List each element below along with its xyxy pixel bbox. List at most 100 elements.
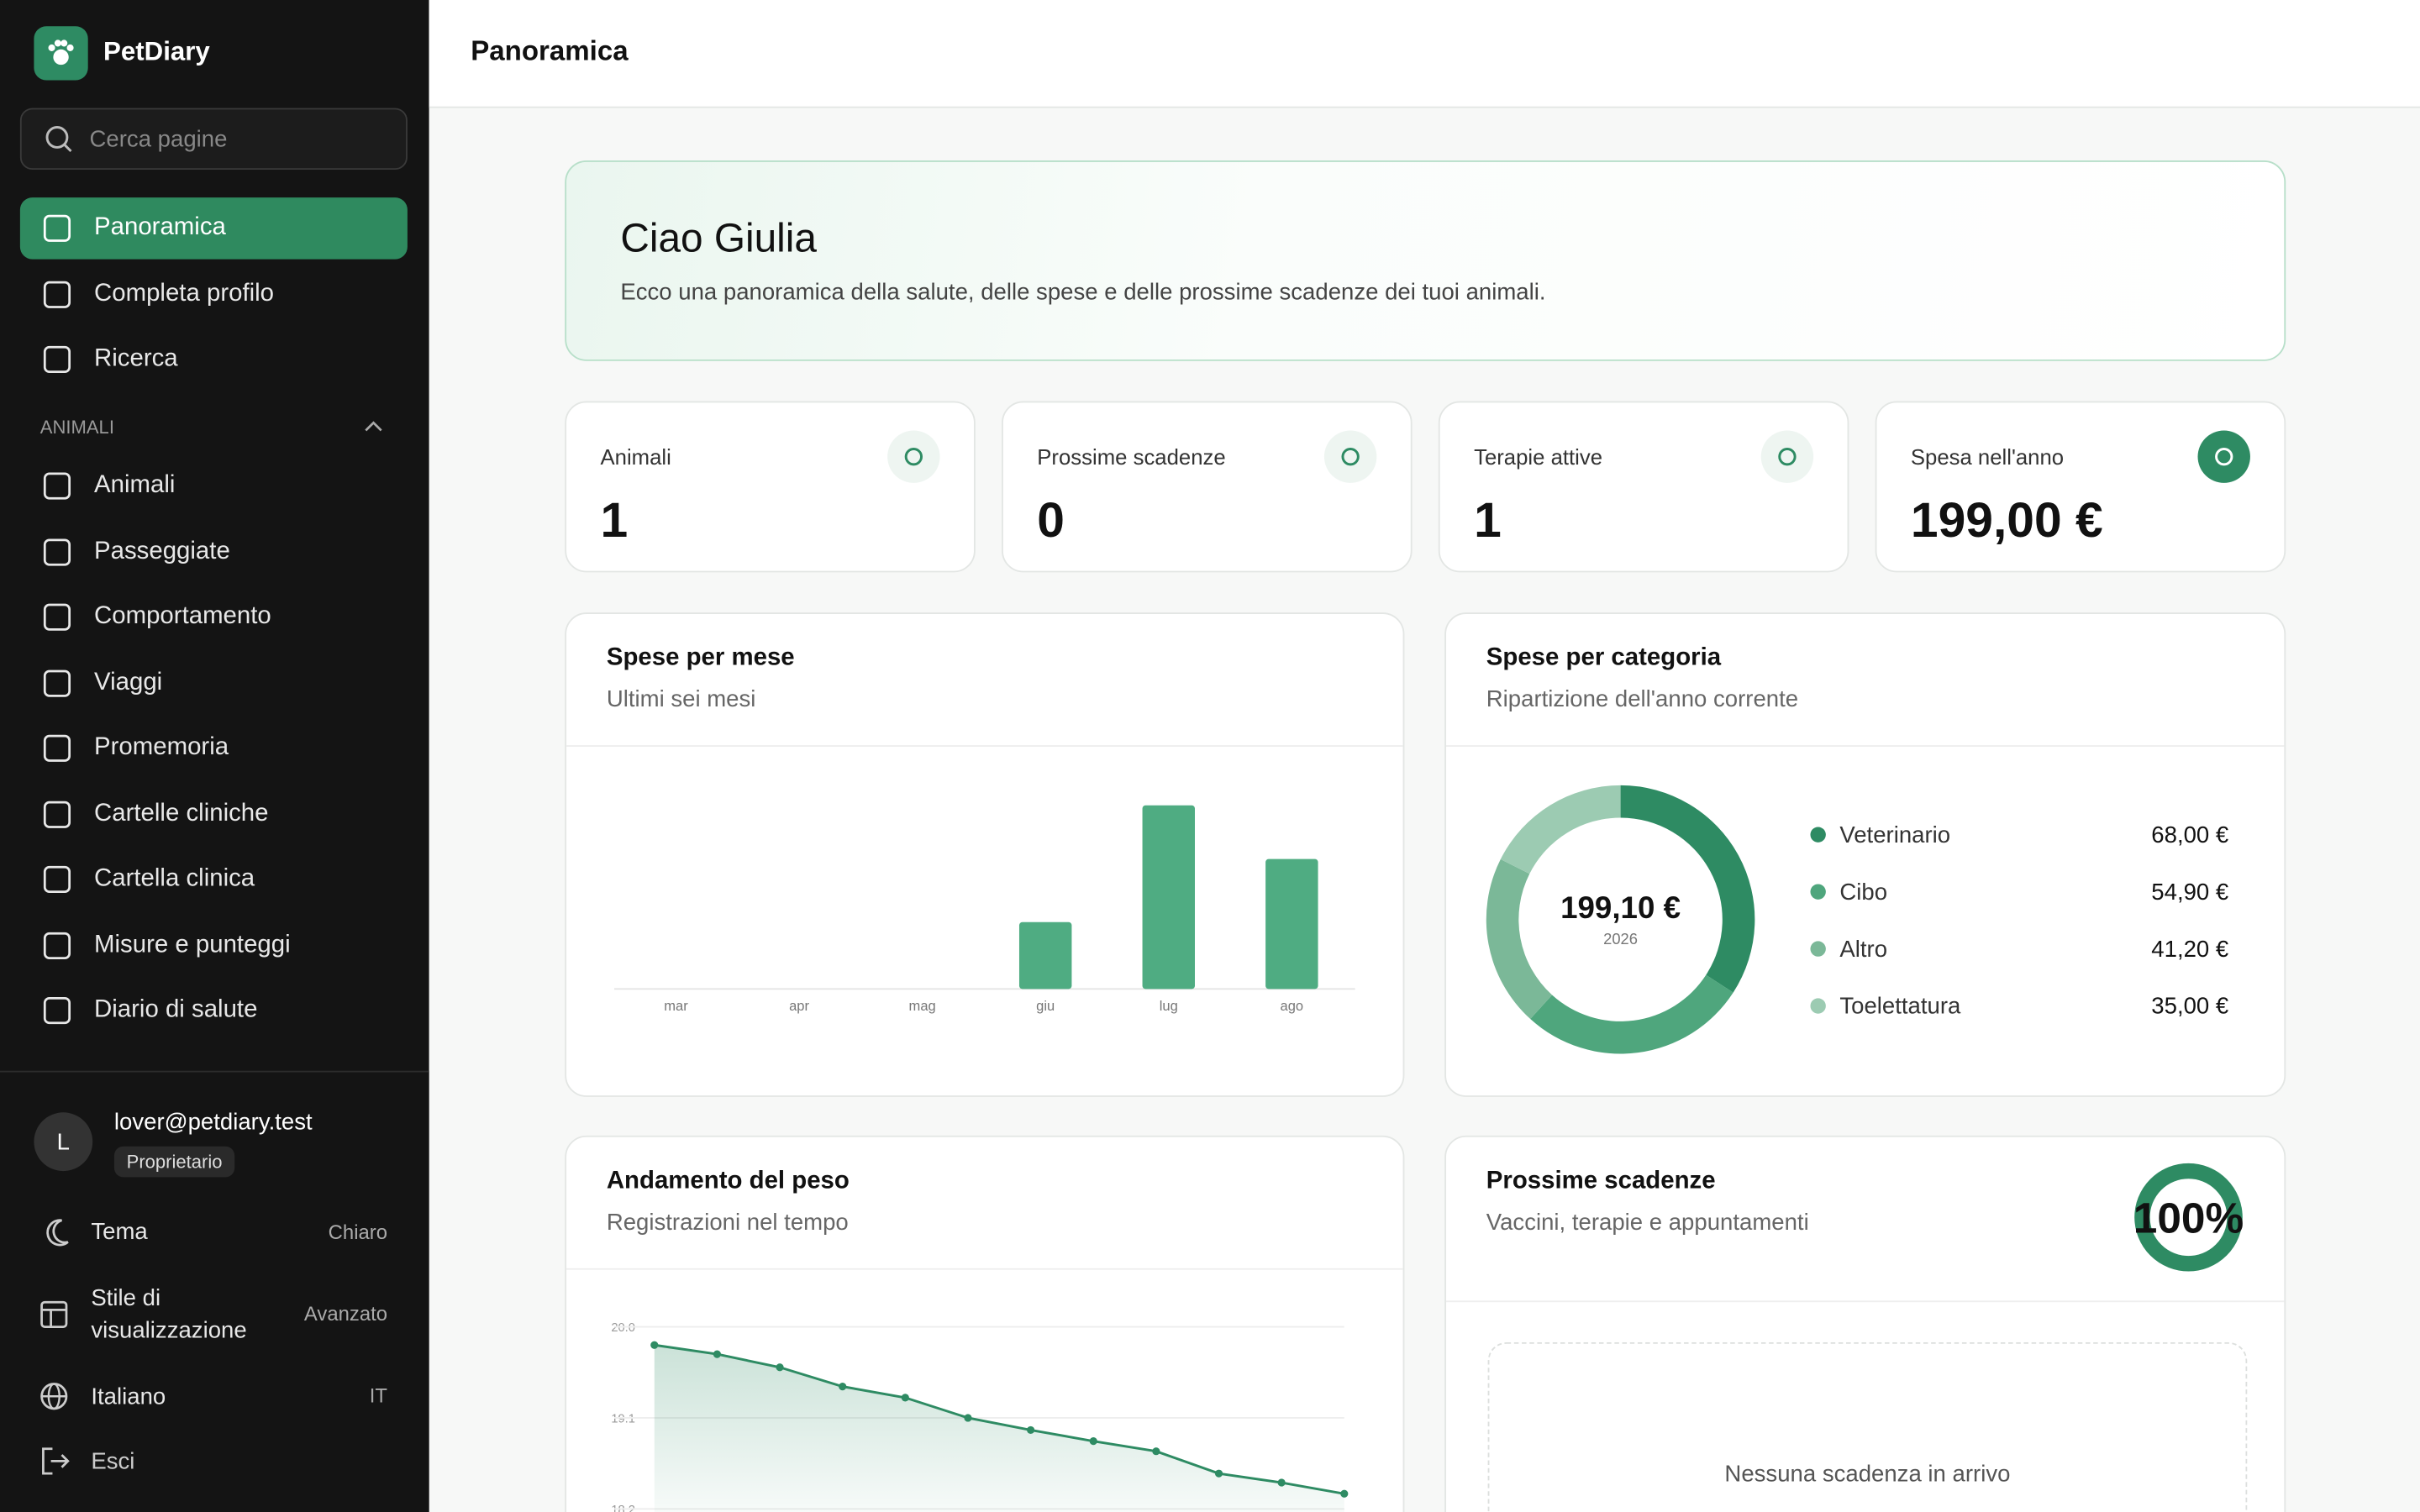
stat-card: Terapie attive 1	[1438, 401, 1849, 573]
setting-row[interactable]: Tema	[40, 1215, 148, 1247]
sidebar-footer: L lover@petdiary.test Proprietario Tema …	[0, 1070, 429, 1512]
stat-label: Prossime scadenze	[1037, 444, 1226, 470]
point	[901, 1394, 909, 1402]
card-subtitle: Vaccini, terapie e appuntamenti	[1486, 1210, 1809, 1236]
point	[1089, 1437, 1097, 1446]
nav-item[interactable]: Passeggiate	[20, 521, 408, 582]
chart-card: Prossime scadenze Vaccini, terapie e app…	[1444, 1135, 2286, 1512]
line	[654, 1343, 1345, 1495]
stat-card: Prossime scadenze 0	[1002, 401, 1413, 573]
user-email: lover@petdiary.test	[113, 1109, 313, 1136]
nav-label: Comportamento	[94, 603, 271, 630]
nav-item[interactable]: Animali	[20, 455, 408, 517]
stat-label: Animali	[600, 444, 671, 470]
stat-icon	[2197, 430, 2250, 483]
value-label: 54,90 €	[2151, 879, 2228, 905]
point	[964, 1414, 972, 1422]
value-label: 41,20 €	[2151, 936, 2228, 962]
legend-swatch	[1810, 998, 1826, 1014]
card-subtitle: Ultimi sei mesi	[606, 686, 756, 713]
point	[1214, 1469, 1223, 1478]
stat-value: 1	[1474, 491, 1502, 549]
nav-label: Diario di salute	[94, 996, 258, 1023]
search[interactable]: Cerca pagine	[19, 108, 408, 171]
logout-label: Esci	[91, 1447, 135, 1475]
setting-row[interactable]: Italiano	[40, 1381, 166, 1412]
stat-icon	[1323, 430, 1377, 483]
welcome-card: Ciao Giulia Ecco una panoramica della sa…	[565, 160, 2286, 361]
card-title: Spese per mese	[606, 644, 795, 671]
logout[interactable]: Esci	[40, 1446, 135, 1477]
nav-label: Panoramica	[94, 214, 226, 241]
nav-label: Completa profilo	[94, 280, 275, 307]
legend-label: Altro	[1839, 936, 1887, 962]
nav-label: Animali	[94, 472, 176, 499]
collapse-icon[interactable]	[364, 420, 382, 435]
nav-label: Cartelle cliniche	[94, 800, 269, 827]
stat-icon	[887, 430, 940, 483]
empty-text: Nessuna scadenza in arrivo	[1724, 1461, 2011, 1488]
nav-item[interactable]: Viaggi	[20, 652, 408, 713]
nav-item[interactable]: Promemoria	[20, 717, 408, 779]
point	[1027, 1425, 1035, 1435]
divider	[1446, 1300, 2285, 1303]
nav-item[interactable]: Misure e punteggi	[20, 914, 408, 975]
stat-icon	[1760, 430, 1814, 483]
stat-card: Animali 1	[565, 401, 976, 573]
welcome-title: Ciao Giulia	[620, 214, 817, 261]
nav-item[interactable]: Ricerca	[20, 328, 408, 390]
empty-box: Nessuna scadenza in arrivo	[1487, 1341, 2248, 1512]
point	[713, 1350, 722, 1358]
setting-value: Chiaro	[328, 1220, 388, 1244]
nav-item[interactable]: Comportamento	[20, 586, 408, 648]
stat-label: Terapie attive	[1474, 444, 1603, 470]
center-label: 199,10 €	[1560, 890, 1681, 925]
section-title: ANIMALI	[39, 416, 114, 438]
donut-segment	[1530, 974, 1733, 1054]
x-tick-label: mar	[664, 998, 688, 1014]
donut-segment	[1500, 785, 1621, 874]
point	[776, 1363, 784, 1372]
sidebar: PetDiary Cerca pagine Panoramica Completa…	[0, 0, 429, 1512]
point	[1152, 1447, 1160, 1456]
nav-label: Passeggiate	[94, 538, 230, 564]
point	[839, 1383, 847, 1391]
bar	[1265, 858, 1318, 990]
header: Panoramica	[429, 0, 2420, 108]
x-tick-label: giu	[1036, 998, 1055, 1014]
card-title: Prossime scadenze	[1486, 1168, 1716, 1194]
page-title: Panoramica	[471, 35, 629, 66]
chart-card: Spese per mese Ultimi sei mesi	[565, 612, 1405, 1097]
legend-swatch	[1810, 884, 1826, 900]
nav-item[interactable]: Panoramica	[19, 197, 408, 260]
setting-label: Tema	[91, 1218, 148, 1245]
user-role: Proprietario	[113, 1146, 235, 1178]
stat-label: Spesa nell'anno	[1910, 444, 2065, 470]
setting-label: Stile di visualizzazione	[91, 1285, 247, 1344]
nav-label: Ricerca	[94, 345, 178, 372]
setting-row[interactable]: Stile di visualizzazione	[40, 1282, 287, 1347]
x-tick-label: ago	[1281, 998, 1304, 1014]
center-sublabel: 2026	[1603, 930, 1638, 948]
y-tick-label: 19.1	[611, 1412, 635, 1425]
value-label: 68,00 €	[2151, 822, 2228, 848]
nav-item[interactable]: Diario di salute	[20, 979, 408, 1041]
nav-item[interactable]: Completa profilo	[20, 263, 408, 324]
nav-item[interactable]: Cartella clinica	[20, 848, 408, 910]
legend-label: Cibo	[1839, 879, 1887, 905]
card-title: Andamento del peso	[606, 1168, 850, 1194]
progress-label: 100%	[2133, 1194, 2244, 1242]
setting-value: IT	[369, 1383, 388, 1408]
setting-label: Italiano	[91, 1383, 166, 1410]
card-subtitle: Ripartizione dell'anno corrente	[1486, 686, 1799, 713]
legend-swatch	[1810, 827, 1826, 843]
search-placeholder: Cerca pagine	[89, 125, 228, 152]
stat-card: Spesa nell'anno 199,00 €	[1875, 401, 2286, 573]
legend-label: Veterinario	[1839, 822, 1950, 848]
point	[1277, 1478, 1286, 1487]
point	[650, 1341, 659, 1349]
nav-item[interactable]: Cartelle cliniche	[20, 783, 408, 844]
